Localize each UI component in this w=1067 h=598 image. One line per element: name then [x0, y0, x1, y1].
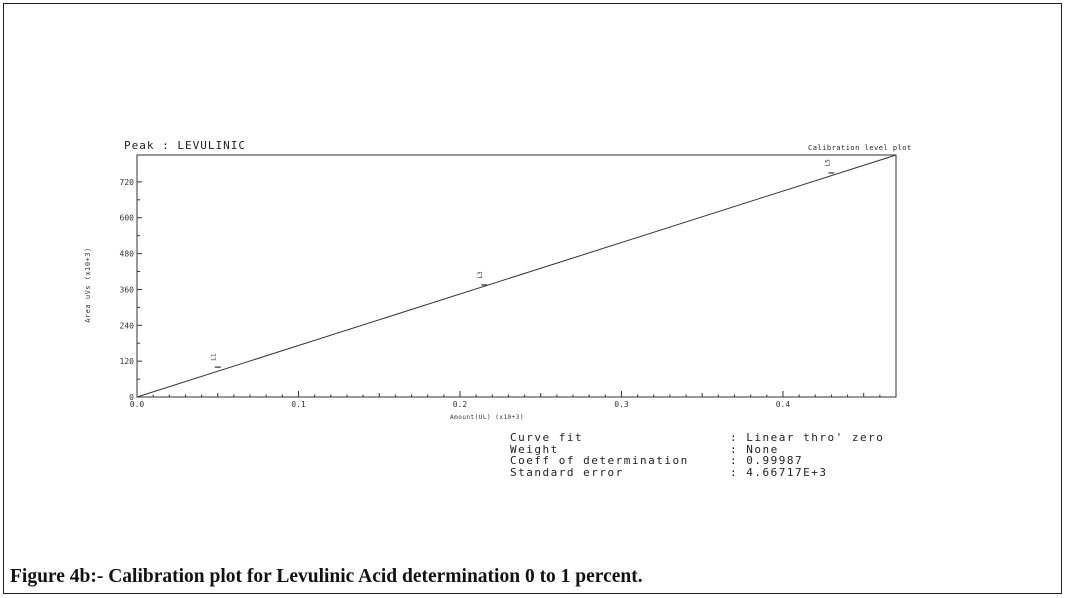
y-axis-ticks: 0 120 240 360 480 600 720	[120, 178, 142, 402]
y-tick-label: 720	[120, 178, 135, 187]
y-axis-label: Area uVs (x10+3)	[84, 247, 92, 322]
y-tick-label: 480	[120, 250, 135, 259]
stat-key: Weight	[510, 442, 559, 456]
stat-value: : Linear thro' zero	[730, 431, 885, 444]
stat-value: : 0.99987	[730, 454, 804, 467]
stat-key: Standard error	[510, 465, 624, 479]
x-axis-label: Amount(UL) (x10+3)	[450, 414, 524, 421]
y-tick-label: 0	[129, 393, 134, 402]
stat-value: : 4.66717E+3	[730, 465, 828, 479]
fit-statistics: Curve fit : Linear thro' zero Weight : None…	[510, 431, 930, 488]
x-tick-label: 0.3	[614, 400, 629, 409]
fit-series: L1 L3 L5	[136, 154, 897, 398]
x-tick-label: 0.4	[776, 400, 791, 409]
y-tick-label: 240	[120, 321, 135, 330]
x-tick-label: 0.1	[291, 400, 306, 409]
x-tick-label: 0.0	[130, 400, 145, 409]
fit-line	[136, 154, 897, 398]
point-level-label: L3	[477, 271, 484, 279]
y-tick-label: 120	[120, 357, 135, 366]
stat-key: Coeff of determination	[510, 454, 689, 467]
y-tick-label: 360	[120, 285, 135, 294]
x-tick-label: 0.2	[453, 400, 468, 409]
plot-area-border	[136, 154, 897, 398]
x-axis-ticks: 0.0 0.1 0.2 0.3 0.4	[130, 391, 881, 409]
stat-key: Curve fit	[510, 431, 584, 444]
figure-caption: Figure 4b:- Calibration plot for Levulin…	[10, 566, 643, 587]
figure-frame	[3, 3, 1062, 594]
y-tick-label: 600	[120, 214, 135, 223]
point-level-label: L5	[824, 159, 831, 167]
point-level-label: L1	[211, 353, 218, 361]
peak-label: Peak : LEVULINIC	[124, 139, 246, 152]
stat-value: : None	[730, 442, 779, 456]
plot-title: Calibration level plot	[808, 144, 912, 152]
